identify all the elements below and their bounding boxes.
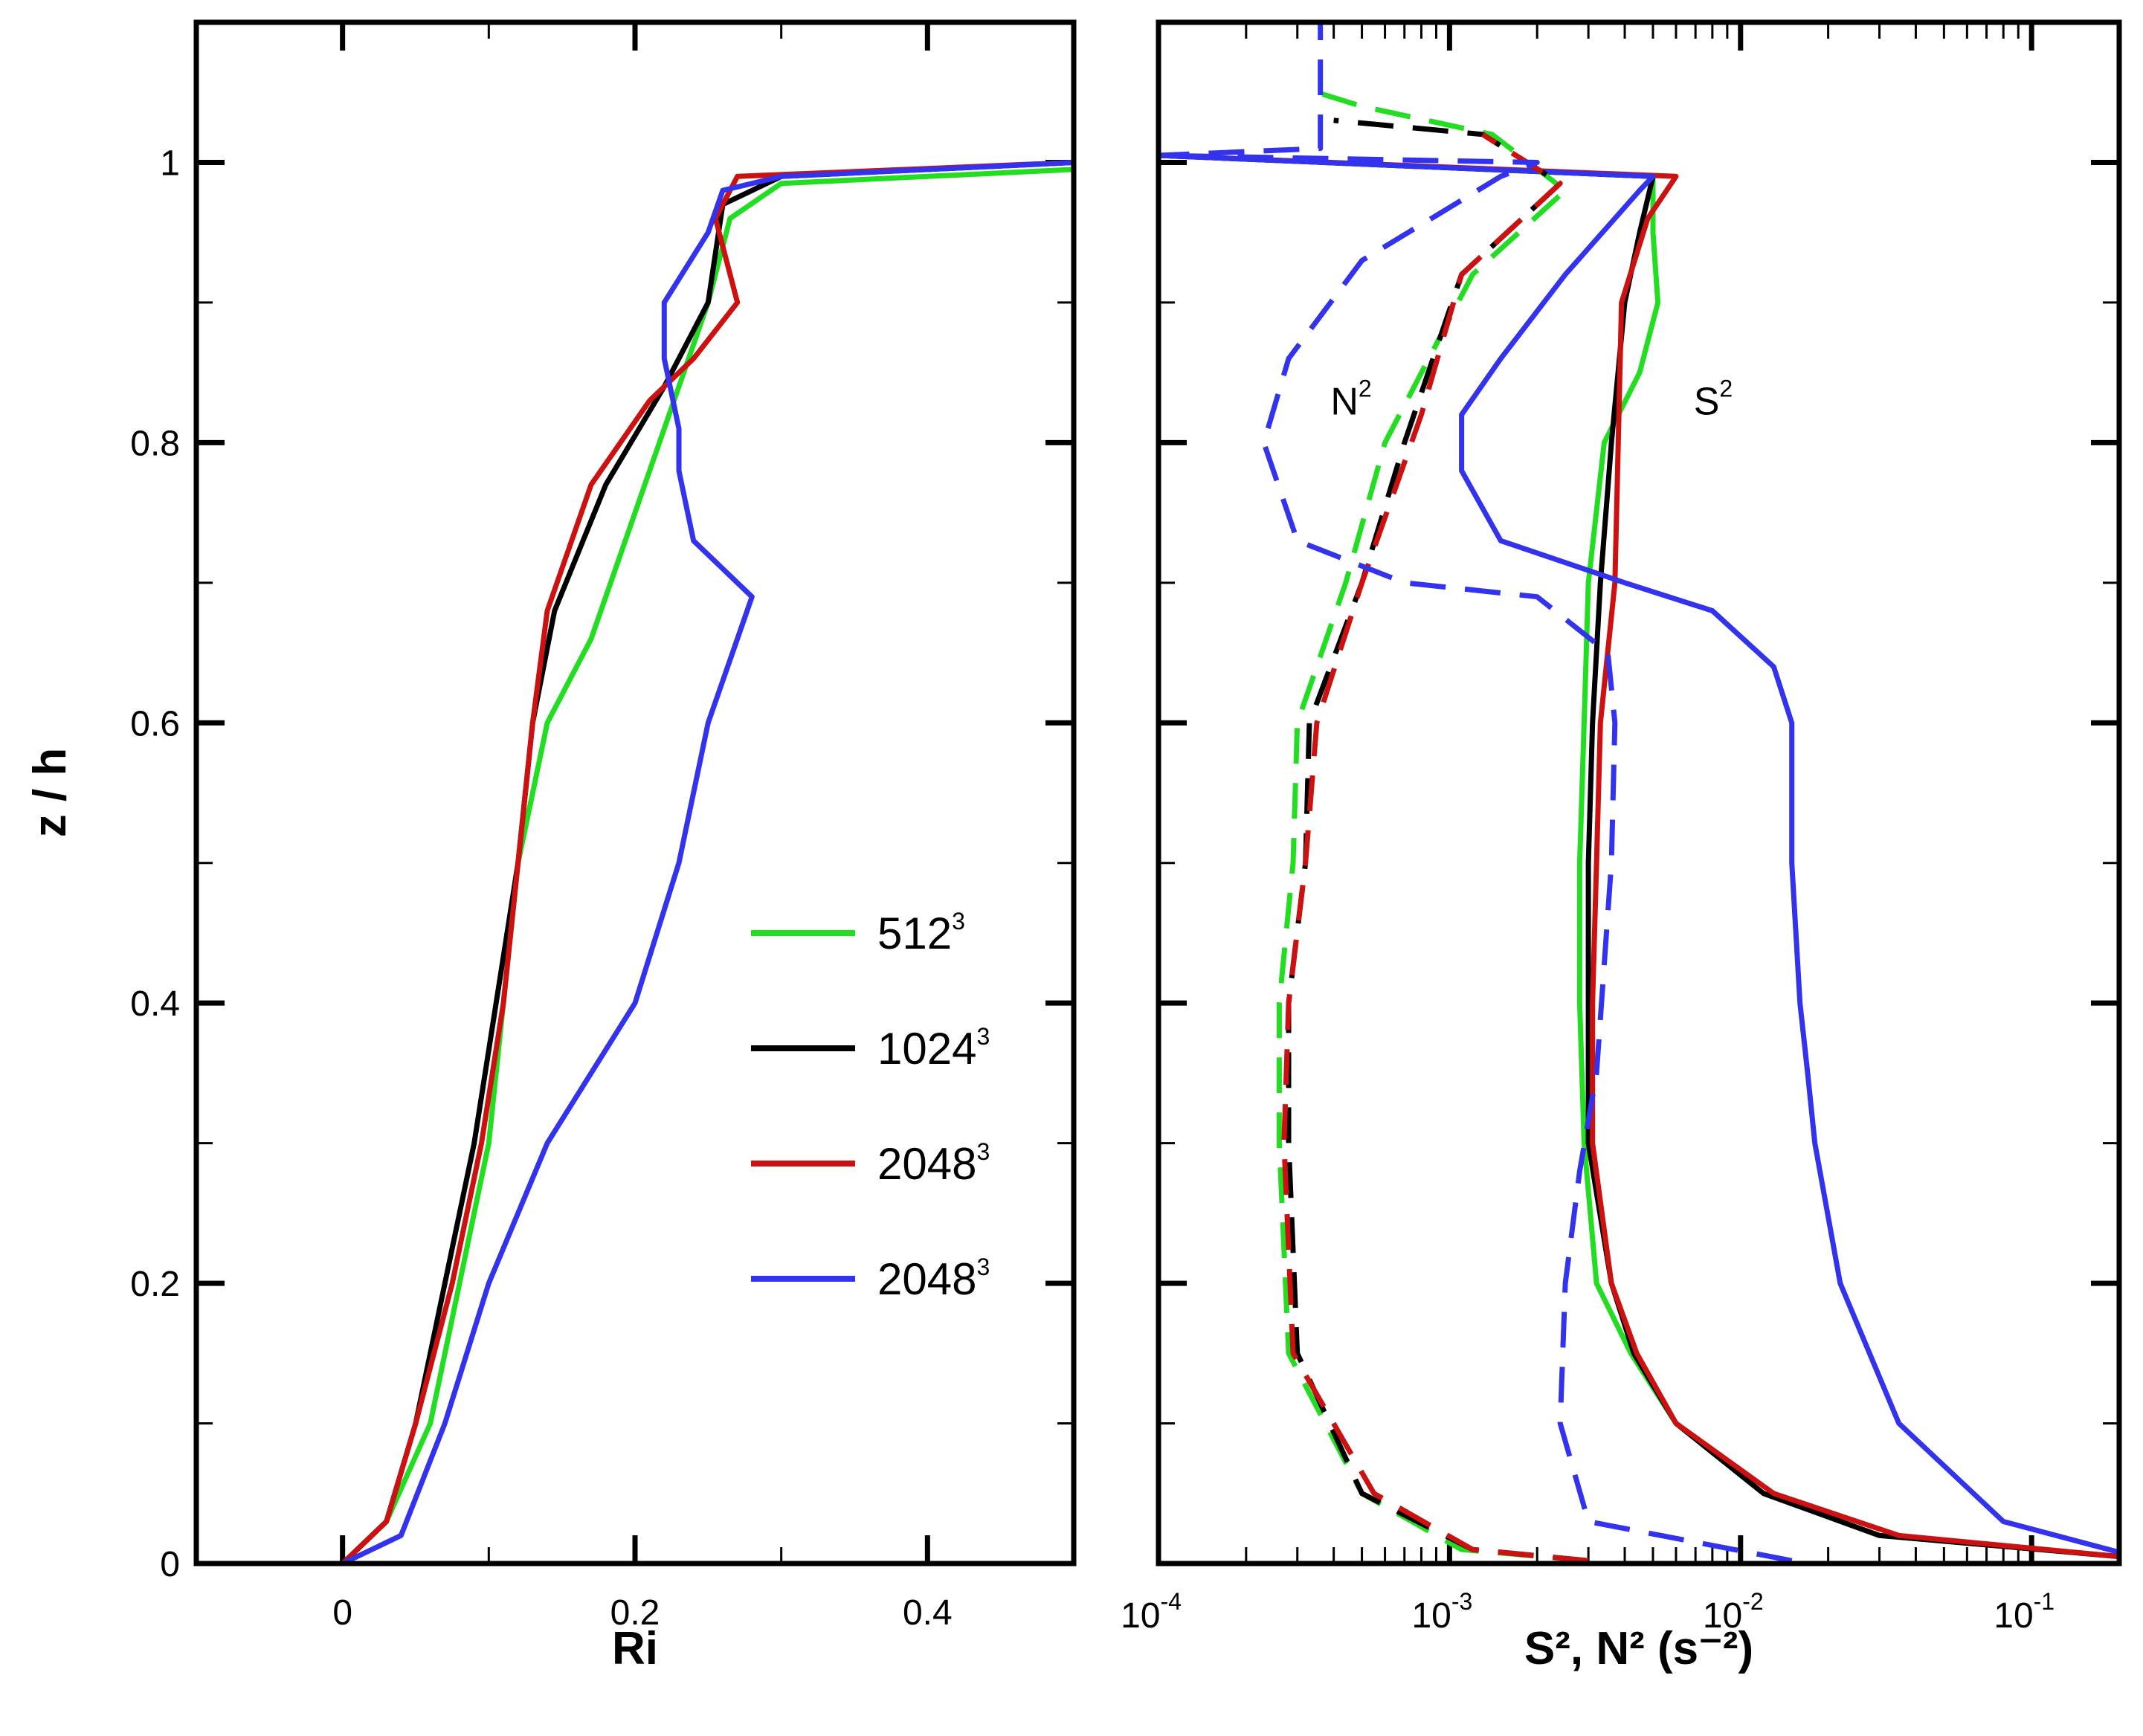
- legend: 5123 10243 20483 20483: [751, 908, 990, 1304]
- right-plot-frame: [1156, 19, 2122, 1566]
- curve-annotation: S2: [1694, 375, 1733, 424]
- x-tick-label: 10-2: [1703, 1588, 1764, 1636]
- legend-label: 5123: [877, 908, 965, 958]
- series-line: [1276, 89, 1589, 1564]
- y-tick-label: 0.2: [130, 1265, 180, 1304]
- left-panel: 0 0.2 0.4 0.6 0.8 1 0 0.2 0.4 Ri z / h 5123 10243…: [25, 19, 1077, 1674]
- series-line: [1158, 152, 2119, 1555]
- y-tick-label: 1: [160, 143, 180, 183]
- right-series-group: [1158, 22, 2119, 1564]
- x-tick-label: 0.2: [610, 1593, 660, 1633]
- series-line: [1158, 152, 2119, 1560]
- x-tick-label: 10-4: [1121, 1588, 1182, 1636]
- x-tick-label: 10-3: [1411, 1588, 1472, 1636]
- right-panel: 10-4 10-3 10-2 10-1 S², N² (s⁻²) N2 S2: [1121, 19, 2122, 1674]
- series-line: [1281, 132, 1589, 1564]
- series-line: [340, 160, 1074, 1564]
- x-tick-label: 0: [332, 1593, 352, 1633]
- y-tick-label: 0.6: [130, 704, 180, 743]
- y-tick-label: 0.8: [130, 424, 180, 463]
- y-tick-label: 0.4: [130, 984, 180, 1024]
- curve-annotation: N2: [1330, 375, 1371, 424]
- y-tick-label: 0: [160, 1545, 180, 1584]
- left-plot-frame: [193, 19, 1077, 1566]
- series-line: [340, 160, 1074, 1564]
- legend-label: 10243: [877, 1023, 990, 1074]
- right-tick-labels: 10-4 10-3 10-2 10-1: [1121, 1588, 2055, 1636]
- left-x-axis-title: Ri: [612, 1623, 658, 1674]
- left-series-group: [340, 160, 1074, 1564]
- right-annotations: N2 S2: [1330, 375, 1733, 424]
- left-tick-labels: 0 0.2 0.4 0.6 0.8 1 0 0.2 0.4: [130, 143, 952, 1633]
- legend-label: 20483: [877, 1138, 990, 1189]
- series-line: [1158, 22, 1793, 1564]
- x-tick-label: 0.4: [903, 1593, 953, 1633]
- x-tick-label: 10-1: [1994, 1588, 2055, 1636]
- left-y-axis-title: z / h: [25, 748, 76, 838]
- legend-label: 20483: [877, 1253, 990, 1304]
- right-x-axis-title: S², N² (s⁻²): [1524, 1623, 1753, 1674]
